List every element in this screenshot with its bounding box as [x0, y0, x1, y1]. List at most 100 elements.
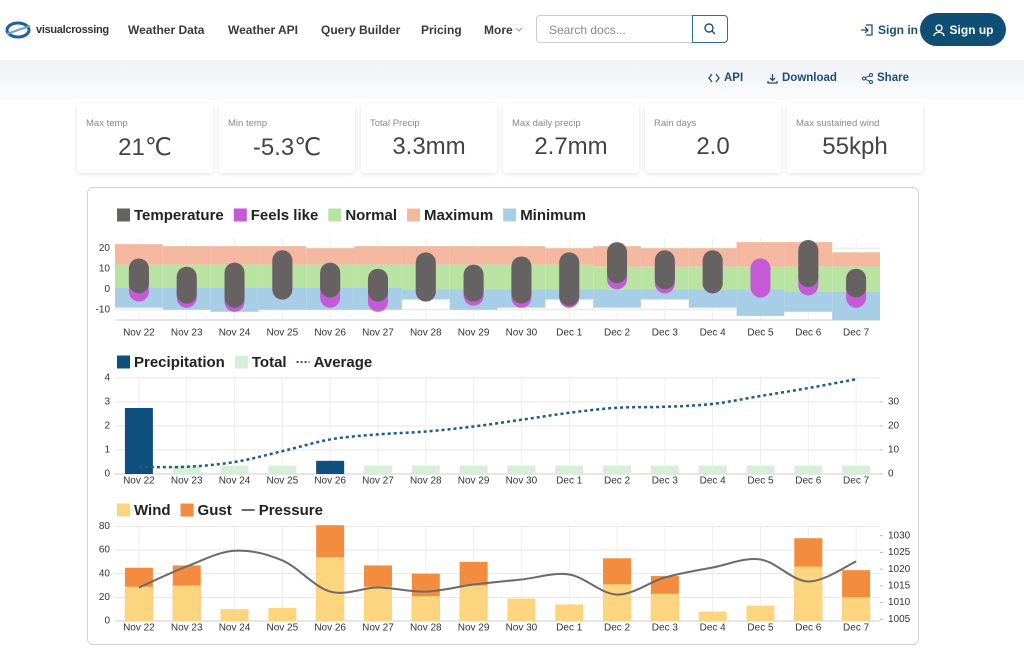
bar: [220, 465, 249, 474]
y2-tick-label: 0: [888, 469, 894, 480]
x-tick-label: Nov 26: [314, 328, 346, 339]
nav-link[interactable]: Query Builder: [321, 23, 401, 37]
legend-label: Average: [314, 354, 373, 371]
x-tick-label: Nov 25: [267, 476, 299, 487]
stat-value: -5.3℃: [252, 134, 322, 161]
logo-text: visualcrossing: [36, 24, 109, 36]
maximum-band: [306, 248, 355, 265]
bar: [746, 465, 775, 474]
x-tick-label: Dec 6: [795, 476, 822, 487]
legend-label: Maximum: [424, 207, 493, 224]
nav-link[interactable]: Pricing: [421, 23, 462, 37]
legend-label: Temperature: [134, 207, 224, 224]
maximum-band: [210, 246, 259, 265]
x-tick-label: Nov 22: [123, 623, 155, 634]
bar: [650, 465, 679, 474]
y-tick-label: 20: [99, 243, 111, 254]
x-tick-label: Nov 22: [123, 328, 155, 339]
legend-swatch: [328, 208, 342, 222]
x-tick-label: Nov 27: [362, 328, 394, 339]
x-tick-label: Dec 7: [843, 476, 870, 487]
y-tick-label: 0: [104, 284, 110, 295]
stat-value: 2.0: [696, 133, 730, 160]
bar: [124, 408, 153, 474]
sign-up-text: Sign up: [949, 22, 994, 37]
temperature-bar: [607, 242, 628, 284]
temperature-bar: [654, 250, 675, 290]
bar: [172, 465, 201, 474]
download-action[interactable]: Download: [767, 72, 837, 84]
logo[interactable]: visualcrossing: [4, 20, 109, 40]
bar: [698, 465, 727, 474]
legend-swatch: [503, 208, 517, 222]
x-tick-label: Nov 29: [458, 476, 490, 487]
bar: [316, 557, 345, 621]
x-tick-label: Dec 6: [795, 623, 822, 634]
y-tick-label: 40: [99, 568, 111, 579]
x-tick-label: Nov 28: [410, 623, 442, 634]
bar: [172, 585, 201, 621]
stat-card: Max daily precip 2.7mm: [503, 103, 639, 173]
share-action[interactable]: Share: [862, 72, 909, 84]
x-tick-label: Nov 23: [171, 476, 203, 487]
y2-tick-label: 1010: [888, 597, 911, 608]
sign-in[interactable]: Sign in: [860, 23, 918, 37]
bar: [316, 460, 345, 474]
y-tick-label: 0: [104, 616, 110, 627]
x-tick-label: Dec 4: [700, 623, 727, 634]
temperature-bar: [272, 250, 293, 300]
x-tick-label: Nov 23: [171, 328, 203, 339]
nav-link[interactable]: Weather API: [228, 23, 299, 37]
code-icon: [708, 73, 720, 83]
stat-label: Rain days: [654, 118, 697, 129]
x-tick-label: Nov 27: [362, 476, 394, 487]
x-tick-label: Dec 5: [747, 623, 774, 634]
sign-up-button[interactable]: Sign up: [920, 13, 1006, 46]
x-tick-label: Nov 29: [458, 328, 490, 339]
legend-label: Precipitation: [134, 354, 225, 371]
bar: [603, 584, 632, 621]
search-box[interactable]: Search docs...: [536, 15, 728, 43]
bar: [220, 609, 249, 621]
action-text: Share: [877, 72, 909, 84]
bar: [794, 465, 823, 474]
stat-label: Total Precip: [370, 118, 420, 129]
nav-link[interactable]: Weather Data: [128, 23, 205, 37]
stat-label: Max daily precip: [512, 118, 581, 129]
search-button[interactable]: [692, 15, 728, 43]
feels-like-bar: [750, 258, 771, 298]
bar: [459, 585, 488, 621]
search-icon: [704, 23, 716, 35]
legend-label: Wind: [134, 502, 171, 519]
stat-value: 3.3mm: [392, 133, 466, 160]
bar: [603, 465, 632, 474]
legend-swatch: [234, 355, 248, 369]
y-tick-label: -10: [96, 304, 111, 315]
api-action[interactable]: API: [708, 72, 743, 84]
temperature-bar: [367, 268, 388, 302]
x-tick-label: Dec 5: [747, 328, 774, 339]
bar: [268, 465, 297, 474]
bar: [507, 465, 536, 474]
x-tick-label: Dec 4: [700, 476, 727, 487]
x-tick-label: Nov 25: [267, 328, 299, 339]
temperature-bar: [702, 250, 723, 294]
bar: [842, 465, 871, 474]
y2-tick-label: 10: [888, 445, 900, 456]
x-tick-label: Dec 5: [747, 476, 774, 487]
legend-label: Pressure: [259, 502, 323, 519]
x-tick-label: Dec 2: [604, 476, 631, 487]
bar: [124, 586, 153, 621]
y2-tick-label: 20: [888, 421, 900, 432]
y2-tick-label: 30: [888, 397, 900, 408]
x-tick-label: Dec 1: [556, 328, 583, 339]
chevron: [515, 27, 523, 32]
temperature-bar: [128, 258, 149, 294]
nav-link[interactable]: More: [484, 23, 513, 37]
y-tick-label: 10: [99, 263, 111, 274]
bar: [411, 465, 440, 474]
temperature-bar: [415, 252, 436, 302]
temperature-bar: [224, 262, 245, 308]
stat-card: Total Precip 3.3mm: [361, 103, 497, 173]
y2-tick-label: 1020: [888, 564, 911, 575]
